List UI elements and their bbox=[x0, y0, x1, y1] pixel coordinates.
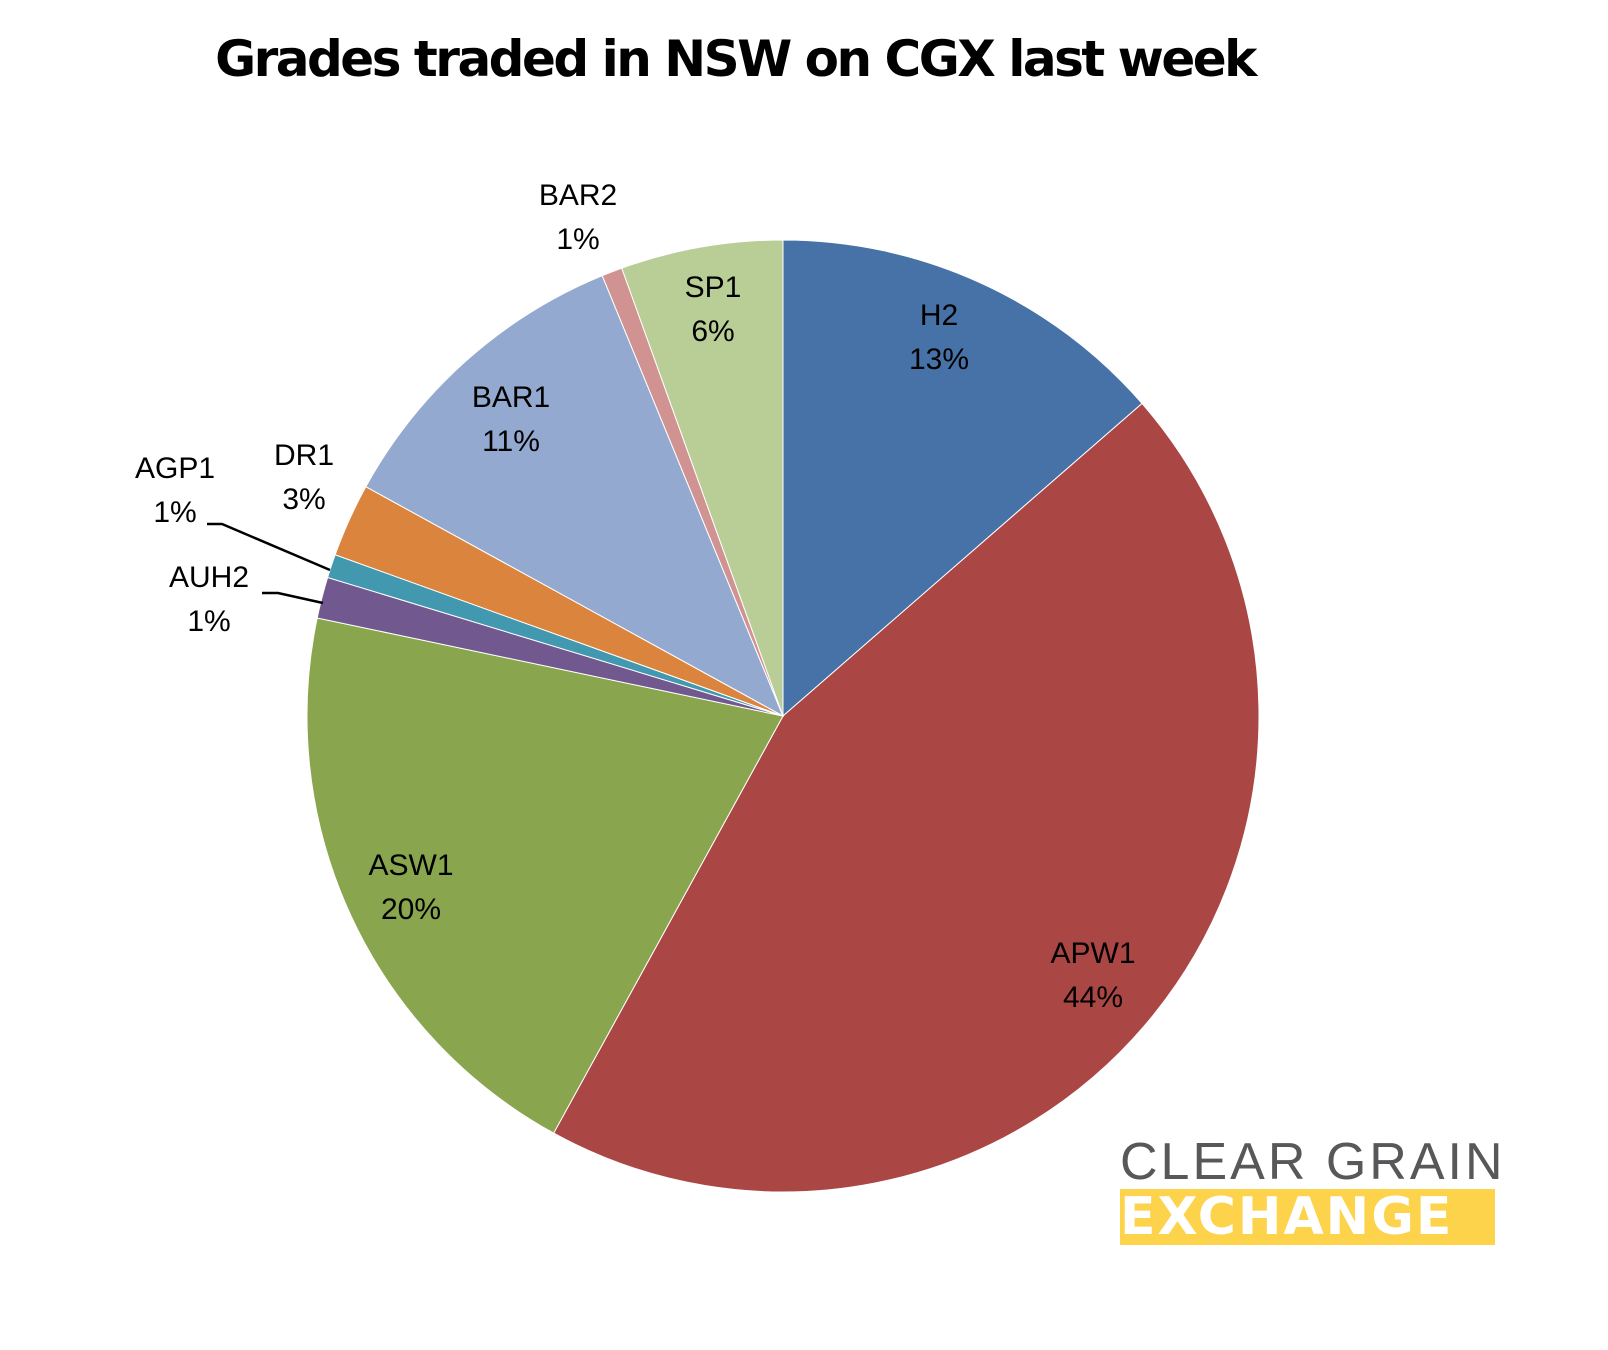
pie-slice-asw1 bbox=[306, 617, 784, 1134]
label-dr1: DR1 3% bbox=[274, 434, 334, 522]
label-h2: H2 13% bbox=[909, 294, 969, 382]
chart-title: Grades traded in NSW on CGX last week bbox=[215, 30, 1257, 88]
label-pct: 44% bbox=[1062, 981, 1124, 1014]
pie-slice-apw1 bbox=[553, 402, 1260, 1193]
pie-slice-bar1 bbox=[365, 275, 785, 718]
label-pct: 11% bbox=[482, 425, 540, 458]
logo-line-2: EXCHANGE bbox=[1120, 1189, 1495, 1245]
label-pct: 3% bbox=[282, 483, 326, 516]
leader-line-auh2 bbox=[262, 591, 324, 605]
label-name: ASW1 bbox=[368, 849, 454, 882]
label-name: AGP1 bbox=[134, 452, 216, 485]
label-name: BAR2 bbox=[538, 179, 618, 212]
label-name: DR1 bbox=[273, 439, 335, 472]
label-asw1: ASW1 20% bbox=[368, 844, 453, 932]
label-bar1: BAR1 11% bbox=[472, 376, 550, 464]
label-pct: 20% bbox=[380, 893, 442, 926]
pie-slice-sp1 bbox=[621, 239, 784, 717]
leader-line-agp1 bbox=[207, 522, 331, 572]
label-name: APW1 bbox=[1050, 937, 1136, 970]
label-name: H2 bbox=[919, 299, 959, 332]
pie-slice-h2 bbox=[782, 239, 1143, 718]
label-auh2: AUH2 1% bbox=[169, 556, 249, 644]
label-pct: 1% bbox=[187, 605, 231, 638]
label-pct: 1% bbox=[556, 223, 600, 256]
label-name: BAR1 bbox=[471, 381, 551, 414]
label-bar2: BAR2 1% bbox=[539, 174, 617, 262]
clear-grain-exchange-logo: CLEAR GRAIN EXCHANGE bbox=[1120, 1133, 1506, 1245]
label-apw1: APW1 44% bbox=[1050, 932, 1135, 1020]
label-sp1: SP1 6% bbox=[685, 266, 742, 354]
label-agp1: AGP1 1% bbox=[135, 447, 215, 535]
label-pct: 13% bbox=[908, 343, 970, 376]
label-pct: 1% bbox=[153, 496, 197, 529]
label-pct: 6% bbox=[691, 315, 735, 348]
logo-line-1: CLEAR GRAIN bbox=[1120, 1133, 1506, 1191]
label-name: SP1 bbox=[684, 271, 742, 304]
label-name: AUH2 bbox=[168, 561, 250, 594]
pie-slices bbox=[306, 239, 1260, 1193]
